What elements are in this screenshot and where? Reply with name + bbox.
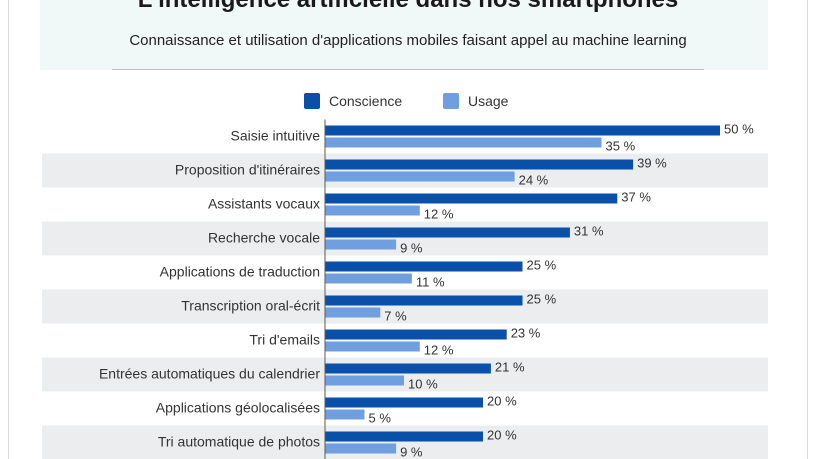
category-label: Tri d'emails xyxy=(249,332,320,348)
value-label-conscience: 20 % xyxy=(487,394,517,409)
bar-conscience xyxy=(325,329,507,340)
value-label-conscience: 31 % xyxy=(574,224,604,239)
chart-subtitle: Connaissance et utilisation d'applicatio… xyxy=(129,32,687,49)
chart-frame xyxy=(8,0,808,459)
value-label-conscience: 25 % xyxy=(527,292,557,307)
bar-usage xyxy=(325,137,602,148)
value-label-conscience: 25 % xyxy=(527,258,557,273)
bar-usage xyxy=(325,239,397,250)
bar-conscience xyxy=(325,397,483,408)
category-label: Transcription oral-écrit xyxy=(181,298,320,314)
row-background xyxy=(42,153,768,188)
bar-usage xyxy=(325,409,365,420)
category-label: Saisie intuitive xyxy=(231,128,321,144)
row-background xyxy=(42,221,768,256)
bar-conscience xyxy=(325,125,720,136)
bar-usage xyxy=(325,307,381,318)
value-label-conscience: 37 % xyxy=(621,190,651,205)
row-background xyxy=(42,425,768,459)
bar-usage xyxy=(325,375,404,386)
legend-label-conscience: Conscience xyxy=(329,93,403,109)
chart-header xyxy=(40,0,768,70)
row-background xyxy=(42,357,768,392)
value-label-conscience: 23 % xyxy=(511,326,541,341)
value-label-usage: 9 % xyxy=(400,241,423,256)
bar-conscience xyxy=(325,193,618,204)
value-label-usage: 12 % xyxy=(424,207,454,222)
value-label-usage: 5 % xyxy=(369,411,392,426)
category-label: Entrées automatiques du calendrier xyxy=(99,366,320,382)
bar-conscience xyxy=(325,431,483,442)
legend-label-usage: Usage xyxy=(468,93,509,109)
bar-usage xyxy=(325,205,420,216)
value-label-conscience: 50 % xyxy=(724,122,754,137)
category-label: Applications de traduction xyxy=(160,264,320,280)
value-label-usage: 35 % xyxy=(606,139,636,154)
value-label-usage: 24 % xyxy=(519,173,549,188)
bar-conscience xyxy=(325,261,523,272)
bar-conscience xyxy=(325,227,570,238)
value-label-usage: 9 % xyxy=(400,445,423,459)
value-label-conscience: 39 % xyxy=(637,156,667,171)
value-label-conscience: 20 % xyxy=(487,428,517,443)
legend-item-usage: Usage xyxy=(443,92,508,110)
chart-title: L'intelligence artificielle dans nos sma… xyxy=(0,0,816,14)
category-label: Recherche vocale xyxy=(208,230,320,246)
value-label-usage: 12 % xyxy=(424,343,454,358)
bar-usage xyxy=(325,171,515,182)
bar-usage xyxy=(325,273,412,284)
category-label: Tri automatique de photos xyxy=(158,434,320,450)
legend-swatch-conscience xyxy=(304,93,320,109)
bar-usage xyxy=(325,443,397,454)
bar-usage xyxy=(325,341,420,352)
value-label-usage: 10 % xyxy=(408,377,438,392)
category-label: Applications géolocalisées xyxy=(156,400,320,416)
bar-conscience xyxy=(325,159,634,170)
value-label-usage: 7 % xyxy=(384,309,407,324)
header-divider xyxy=(112,69,704,70)
value-label-conscience: 21 % xyxy=(495,360,525,375)
bar-conscience xyxy=(325,363,491,374)
bar-conscience xyxy=(325,295,523,306)
legend-item-conscience: Conscience xyxy=(304,92,402,110)
legend-swatch-usage xyxy=(443,93,459,109)
value-label-usage: 11 % xyxy=(416,275,445,290)
row-background xyxy=(42,289,768,324)
category-label: Assistants vocaux xyxy=(208,196,320,212)
category-label: Proposition d'itinéraires xyxy=(175,162,320,178)
